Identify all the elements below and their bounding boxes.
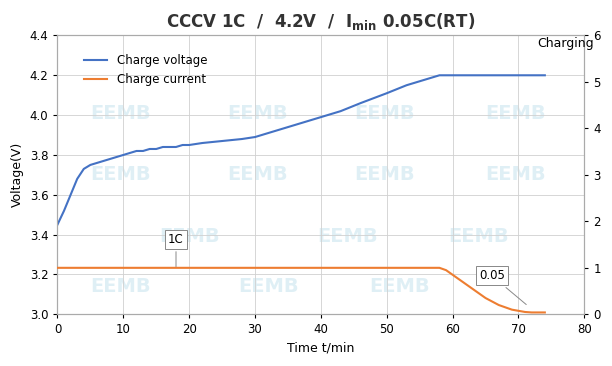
- Text: Charging: Charging: [537, 37, 594, 50]
- Text: EEMB: EEMB: [449, 227, 509, 246]
- Text: EEMB: EEMB: [370, 277, 430, 296]
- Title: CCCV 1C  /  4.2V  /  I$_\mathregular{min}$ 0.05C(RT): CCCV 1C / 4.2V / I$_\mathregular{min}$ 0…: [166, 11, 476, 32]
- Text: EEMB: EEMB: [354, 104, 414, 123]
- Legend: Charge voltage, Charge current: Charge voltage, Charge current: [79, 50, 212, 91]
- Text: EEMB: EEMB: [91, 277, 151, 296]
- Text: EEMB: EEMB: [228, 165, 288, 184]
- Text: EEMB: EEMB: [485, 165, 546, 184]
- Text: EEMB: EEMB: [91, 104, 151, 123]
- Text: EEMB: EEMB: [159, 227, 220, 246]
- Text: 1C: 1C: [168, 233, 184, 267]
- Text: EEMB: EEMB: [238, 277, 299, 296]
- Text: 0.05: 0.05: [479, 269, 526, 305]
- X-axis label: Time t/min: Time t/min: [287, 342, 354, 355]
- Text: EEMB: EEMB: [485, 104, 546, 123]
- Text: EEMB: EEMB: [228, 104, 288, 123]
- Text: EEMB: EEMB: [317, 227, 378, 246]
- Y-axis label: Voltage(V): Voltage(V): [11, 142, 24, 208]
- Text: EEMB: EEMB: [91, 165, 151, 184]
- Text: EEMB: EEMB: [354, 165, 414, 184]
